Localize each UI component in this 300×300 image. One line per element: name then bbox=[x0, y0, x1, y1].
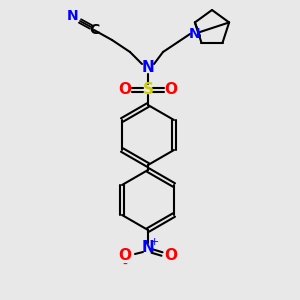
Text: O: O bbox=[118, 82, 131, 98]
Text: N: N bbox=[67, 9, 79, 23]
Text: N: N bbox=[142, 61, 154, 76]
Text: N: N bbox=[189, 27, 201, 41]
Text: O: O bbox=[164, 248, 178, 263]
Text: -: - bbox=[123, 258, 128, 272]
Text: O: O bbox=[164, 82, 178, 98]
Text: +: + bbox=[149, 237, 159, 247]
Text: N: N bbox=[142, 241, 154, 256]
Text: C: C bbox=[89, 23, 99, 37]
Text: S: S bbox=[142, 82, 154, 98]
Text: O: O bbox=[118, 248, 131, 263]
